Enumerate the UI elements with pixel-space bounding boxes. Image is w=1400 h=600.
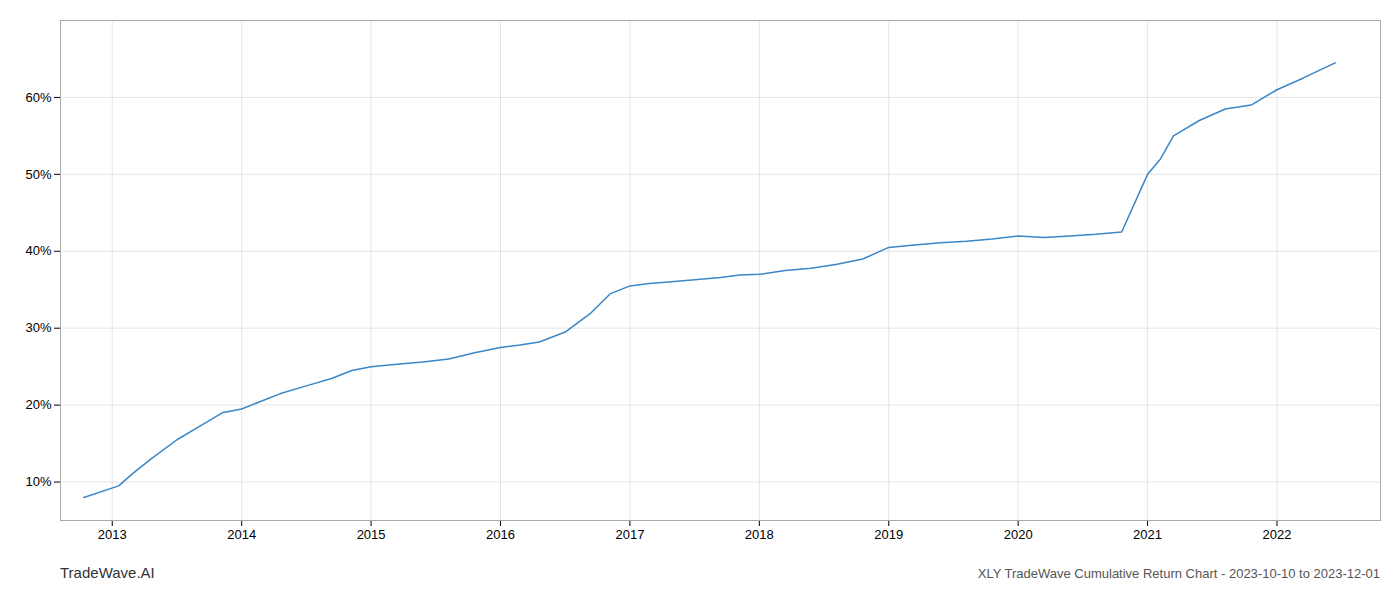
svg-text:2017: 2017 xyxy=(615,527,644,542)
svg-text:10%: 10% xyxy=(25,474,51,489)
svg-text:2015: 2015 xyxy=(357,527,386,542)
svg-text:2016: 2016 xyxy=(486,527,515,542)
svg-text:2020: 2020 xyxy=(1004,527,1033,542)
svg-text:2018: 2018 xyxy=(745,527,774,542)
svg-text:2019: 2019 xyxy=(874,527,903,542)
svg-text:40%: 40% xyxy=(25,243,51,258)
svg-text:2014: 2014 xyxy=(227,527,256,542)
svg-text:30%: 30% xyxy=(25,320,51,335)
svg-text:20%: 20% xyxy=(25,397,51,412)
svg-text:2022: 2022 xyxy=(1263,527,1292,542)
html-text:XLY TradeWave Cumulative Retur: XLY TradeWave Cumulative Return Chart - … xyxy=(977,566,1380,581)
svg-text:2013: 2013 xyxy=(98,527,127,542)
html-text:TradeWave.AI: TradeWave.AI xyxy=(60,564,155,581)
svg-text:2021: 2021 xyxy=(1133,527,1162,542)
svg-text:50%: 50% xyxy=(25,167,51,182)
svg-text:60%: 60% xyxy=(25,90,51,105)
